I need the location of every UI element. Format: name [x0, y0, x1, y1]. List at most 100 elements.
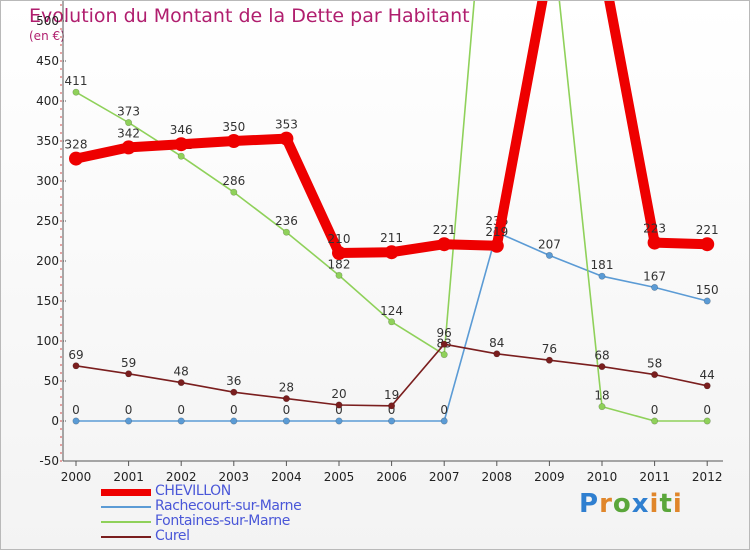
data-label-fontaines-sur-marne: 286 — [222, 174, 245, 188]
chart-unit: (en €) — [29, 29, 65, 43]
data-point-chevillon — [279, 131, 294, 146]
data-label-curel: 48 — [174, 365, 189, 379]
legend-swatch-curel — [101, 536, 151, 538]
x-tick-label: 2008 — [482, 470, 513, 484]
data-point-curel — [493, 350, 501, 358]
data-point-chevillon — [384, 245, 399, 260]
data-point-curel — [703, 382, 711, 390]
chart-title: Evolution du Montant de la Dette par Hab… — [29, 5, 470, 27]
data-point-rachecourt-sur-marne — [177, 417, 185, 425]
data-label-chevillon: 211 — [380, 231, 403, 245]
y-tick-label: 150 — [36, 294, 59, 308]
data-point-fontaines-sur-marne — [125, 119, 133, 127]
y-tick-label: 500 — [36, 14, 59, 28]
data-point-curel — [177, 379, 185, 387]
data-label-chevillon: 346 — [170, 123, 193, 137]
data-label-chevillon: 219 — [485, 225, 508, 239]
data-label-fontaines-sur-marne: 411 — [65, 74, 88, 88]
x-tick-label: 2002 — [166, 470, 197, 484]
x-tick-label: 2003 — [219, 470, 250, 484]
data-label-chevillon: 221 — [433, 223, 456, 237]
x-tick-label: 2011 — [639, 470, 670, 484]
y-tick-label: 50 — [44, 374, 59, 388]
data-label-fontaines-sur-marne: 0 — [651, 403, 659, 417]
data-label-chevillon: 210 — [328, 232, 351, 246]
data-point-rachecourt-sur-marne — [703, 297, 711, 305]
data-point-chevillon — [226, 134, 241, 148]
data-point-rachecourt-sur-marne — [125, 417, 133, 425]
data-label-rachecourt-sur-marne: 207 — [538, 237, 561, 251]
y-tick-label: 450 — [36, 54, 59, 68]
y-tick-label: -50 — [39, 454, 59, 468]
data-point-chevillon — [69, 151, 83, 166]
data-label-rachecourt-sur-marne: 167 — [643, 269, 666, 283]
data-point-curel — [335, 401, 343, 409]
legend-label-rachecourt: Rachecourt-sur-Marne — [155, 498, 302, 514]
data-label-curel: 36 — [226, 374, 241, 388]
data-label-rachecourt-sur-marne: 150 — [696, 283, 719, 297]
data-point-curel — [651, 371, 659, 379]
data-point-fontaines-sur-marne — [335, 271, 343, 279]
data-point-chevillon — [489, 238, 504, 253]
data-label-curel: 76 — [542, 342, 557, 356]
data-point-curel — [598, 363, 606, 371]
data-point-chevillon — [647, 235, 662, 250]
data-label-fontaines-sur-marne: 124 — [380, 304, 403, 318]
x-tick-label: 2012 — [692, 470, 723, 484]
data-label-rachecourt-sur-marne: 0 — [440, 403, 448, 417]
data-point-fontaines-sur-marne — [230, 188, 238, 196]
data-point-curel — [388, 402, 396, 410]
data-point-rachecourt-sur-marne — [598, 272, 606, 280]
data-label-curel: 28 — [279, 381, 294, 395]
y-tick-label: 350 — [36, 134, 59, 148]
data-label-curel: 19 — [384, 388, 399, 402]
data-label-curel: 69 — [68, 348, 83, 362]
data-point-fontaines-sur-marne — [388, 318, 396, 326]
data-label-chevillon: 353 — [275, 118, 298, 132]
y-tick-label: 400 — [36, 94, 59, 108]
data-point-curel — [545, 356, 553, 364]
data-label-fontaines-sur-marne: 18 — [594, 389, 609, 403]
data-point-rachecourt-sur-marne — [440, 417, 448, 425]
data-label-rachecourt-sur-marne: 0 — [230, 403, 238, 417]
x-tick-label: 2006 — [376, 470, 407, 484]
data-point-rachecourt-sur-marne — [282, 417, 290, 425]
y-tick-label: 200 — [36, 254, 59, 268]
data-point-rachecourt-sur-marne — [651, 283, 659, 291]
legend-swatch-chevillon — [101, 489, 151, 496]
legend-label-curel: Curel — [155, 528, 190, 544]
legend-label-fontaines: Fontaines-sur-Marne — [155, 513, 290, 529]
data-label-rachecourt-sur-marne: 181 — [591, 258, 614, 272]
x-tick-label: 2001 — [113, 470, 144, 484]
data-label-rachecourt-sur-marne: 0 — [125, 403, 133, 417]
data-point-curel — [72, 362, 80, 370]
x-tick-label: 2004 — [271, 470, 302, 484]
data-label-curel: 20 — [331, 387, 346, 401]
data-point-fontaines-sur-marne — [651, 417, 659, 425]
data-label-curel: 96 — [437, 326, 452, 340]
data-label-curel: 59 — [121, 356, 136, 370]
data-point-chevillon — [174, 137, 189, 152]
proxiti-logo: Proxiti — [579, 489, 683, 519]
data-label-fontaines-sur-marne: 373 — [117, 105, 140, 119]
data-point-chevillon — [437, 237, 452, 252]
y-tick-label: 0 — [51, 414, 59, 428]
data-label-fontaines-sur-marne: 0 — [703, 403, 711, 417]
data-label-chevillon: 342 — [117, 126, 140, 140]
data-label-chevillon: 328 — [65, 138, 88, 152]
data-point-fontaines-sur-marne — [282, 228, 290, 236]
data-label-rachecourt-sur-marne: 0 — [177, 403, 185, 417]
data-point-curel — [282, 395, 290, 403]
data-label-rachecourt-sur-marne: 0 — [72, 403, 80, 417]
data-label-rachecourt-sur-marne: 0 — [283, 403, 291, 417]
y-tick-label: 300 — [36, 174, 59, 188]
data-point-chevillon — [700, 237, 715, 252]
data-point-rachecourt-sur-marne — [230, 417, 238, 425]
data-point-fontaines-sur-marne — [440, 351, 448, 359]
legend-swatch-fontaines — [101, 521, 151, 523]
series-line-fontaines-sur-marne — [75, 1, 709, 422]
y-tick-label: 100 — [36, 334, 59, 348]
data-point-fontaines-sur-marne — [703, 417, 711, 425]
